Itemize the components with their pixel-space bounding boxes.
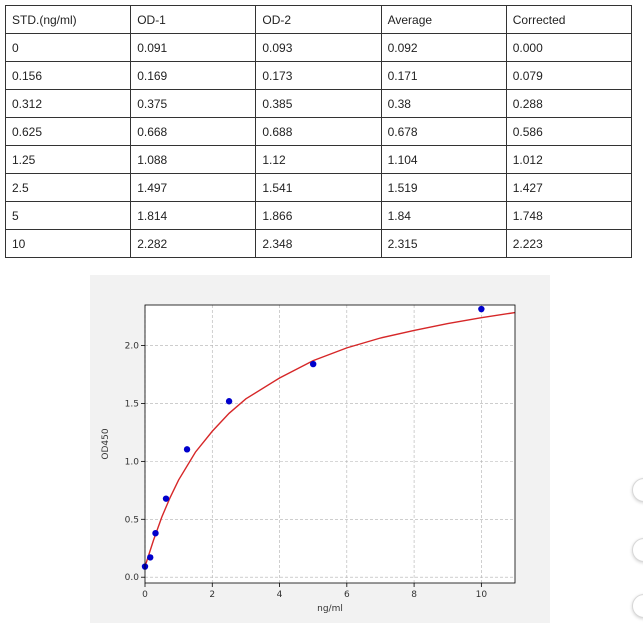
table-row: 0.312 0.375 0.385 0.38 0.288 [4,89,633,118]
table-cell: 0.079 [505,61,633,90]
data-point [162,495,170,502]
table-cell: 0.586 [505,117,633,146]
table-cell: 2.315 [380,229,507,258]
x-axis-label: ng/ml [317,604,343,614]
table-cell: 1.104 [380,145,507,174]
y-tick-label: 1.5 [125,399,139,409]
table-row: 10 2.282 2.348 2.315 2.223 [4,229,633,258]
x-tick-label: 4 [277,590,283,600]
header-std: STD.(ng/ml) [4,5,132,34]
table-cell: 1.814 [130,201,257,230]
table-cell: 0.38 [380,89,507,118]
axis-ticks: 0 2 4 6 8 10 0.0 0.5 1.0 1.5 2.0 [125,342,488,600]
x-tick-label: 6 [344,590,350,600]
table-cell: 0.169 [130,61,257,90]
table-cell: 1.541 [255,173,382,202]
table-cell: 2.223 [505,229,633,258]
data-point [478,305,485,313]
data-point [152,529,159,537]
table-cell: 1.12 [255,145,382,174]
plot-frame [144,304,516,584]
fit-curve-layer [144,311,516,567]
side-circle-1 [632,478,643,502]
x-tick-label: 2 [209,590,215,600]
table-row: 0 0.091 0.093 0.092 0.000 [4,33,633,62]
data-point [183,446,191,453]
table-row: 2.5 1.497 1.541 1.519 1.427 [4,173,633,202]
table-cell: 10 [4,229,132,258]
fit-curve-line [144,311,516,567]
data-point [225,398,233,405]
table-cell: 2.5 [4,173,132,202]
standard-curve-chart: 0 2 4 6 8 10 0.0 0.5 1.0 1.5 2.0 ng/ml OD450 [90,275,550,623]
table-cell: 0.093 [255,33,382,62]
table-header-row: STD.(ng/ml) OD-1 OD-2 Average Corrected [4,5,633,34]
table-row: 1.25 1.088 1.12 1.104 1.012 [4,145,633,174]
table-cell: 1.497 [130,173,257,202]
header-average: Average [380,5,507,34]
table-cell: 2.282 [130,229,257,258]
table-cell: 5 [4,201,132,230]
x-tick-label: 10 [476,590,488,600]
table-cell: 0 [4,33,132,62]
table-cell: 2.348 [255,229,382,258]
table-cell: 1.427 [505,173,633,202]
table-row: 0.625 0.668 0.688 0.678 0.586 [4,117,633,146]
standard-curve-table: STD.(ng/ml) OD-1 OD-2 Average Corrected … [4,5,633,258]
table-body: 0 0.091 0.093 0.092 0.000 0.156 0.169 0.173 0.17… [4,33,633,258]
x-tick-label: 0 [142,590,148,600]
chart-svg: 0 2 4 6 8 10 0.0 0.5 1.0 1.5 2.0 ng/ml OD450 [101,304,516,614]
header-corrected: Corrected [505,5,633,34]
table-cell: 0.000 [505,33,633,62]
header-od1: OD-1 [130,5,257,34]
table-cell: 1.84 [380,201,507,230]
table-cell: 0.288 [505,89,633,118]
table-cell: 0.173 [255,61,382,90]
data-points-layer [141,305,485,570]
table-cell: 1.519 [380,173,507,202]
table-cell: 0.625 [4,117,132,146]
table-cell: 0.091 [130,33,257,62]
table-cell: 1.25 [4,145,132,174]
table-cell: 0.375 [130,89,257,118]
table-row: 0.156 0.169 0.173 0.171 0.079 [4,61,633,90]
y-tick-label: 0.0 [125,573,140,583]
y-tick-label: 1.0 [125,457,140,467]
table-cell: 1.088 [130,145,257,174]
table-cell: 1.012 [505,145,633,174]
data-point [147,554,154,561]
header-od2: OD-2 [255,5,382,34]
table-cell: 0.688 [255,117,382,146]
table-cell: 0.156 [4,61,132,90]
x-tick-label: 8 [411,590,417,600]
table-cell: 0.668 [130,117,257,146]
side-circle-2 [632,538,643,562]
table-cell: 0.312 [4,89,132,118]
table-cell: 0.092 [380,33,507,62]
y-axis-label: OD450 [101,428,111,459]
table-cell: 0.171 [380,61,507,90]
y-tick-label: 0.5 [125,515,139,525]
grid-lines [144,305,515,583]
data-point [309,360,317,368]
table-cell: 0.385 [255,89,382,118]
table-cell: 1.866 [255,201,382,230]
table-row: 5 1.814 1.866 1.84 1.748 [4,201,633,230]
table-cell: 1.748 [505,201,633,230]
table-cell: 0.678 [380,117,507,146]
plot-area [145,305,515,583]
side-circle-3 [632,594,643,618]
y-tick-label: 2.0 [125,342,140,352]
